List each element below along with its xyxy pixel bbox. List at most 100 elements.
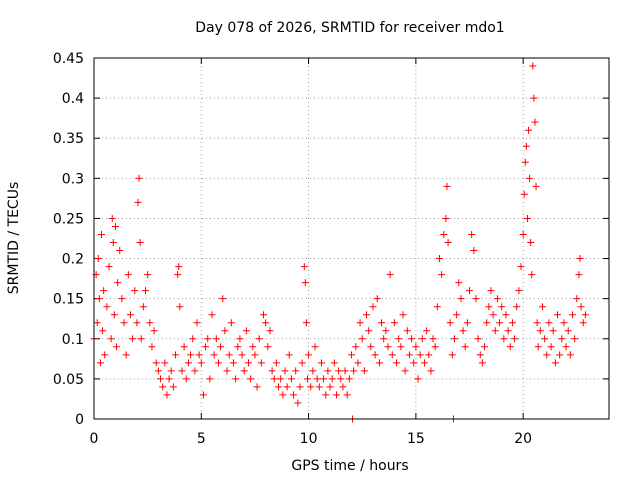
- data-point: [521, 158, 529, 166]
- data-point: [401, 367, 409, 375]
- data-point: [536, 327, 544, 335]
- data-point: [152, 359, 160, 367]
- data-point: [266, 327, 274, 335]
- data-point: [255, 335, 263, 343]
- data-point: [339, 383, 347, 391]
- data-point: [116, 247, 124, 255]
- data-point: [120, 319, 128, 327]
- data-point: [461, 343, 469, 351]
- data-point: [118, 295, 126, 303]
- data-point: [345, 375, 353, 383]
- data-point: [405, 351, 413, 359]
- data-point: [131, 287, 139, 295]
- data-point: [508, 319, 516, 327]
- data-point: [298, 359, 306, 367]
- data-point: [227, 319, 235, 327]
- data-point: [167, 367, 175, 375]
- data-point: [414, 375, 422, 383]
- data-point: [272, 359, 280, 367]
- data-point: [161, 359, 169, 367]
- data-point: [506, 343, 514, 351]
- data-point: [249, 343, 257, 351]
- data-point: [478, 359, 486, 367]
- data-point: [163, 391, 171, 399]
- data-point: [154, 367, 162, 375]
- data-point: [410, 359, 418, 367]
- data-point: [529, 62, 537, 70]
- data-point: [532, 182, 540, 190]
- data-point: [176, 303, 184, 311]
- data-point: [515, 287, 523, 295]
- chart-title: Day 078 of 2026, SRMTID for receiver mdo…: [195, 20, 504, 36]
- data-point: [435, 255, 443, 263]
- data-point: [328, 375, 336, 383]
- data-point: [315, 383, 323, 391]
- data-point: [444, 239, 452, 247]
- data-point: [221, 327, 229, 335]
- data-point: [443, 182, 451, 190]
- data-point: [296, 383, 304, 391]
- data-point: [496, 319, 504, 327]
- data-point: [533, 319, 541, 327]
- data-point: [292, 367, 300, 375]
- y-tick-labels: 0 0.05 0.1 0.15 0.2 0.25 0.3 0.35 0.4 0.45: [53, 51, 84, 428]
- data-point: [204, 335, 212, 343]
- data-point: [335, 367, 343, 375]
- x-tick-labels: 0 5 10 15 20: [90, 431, 533, 447]
- data-point: [159, 383, 167, 391]
- data-point: [245, 359, 252, 367]
- data-point: [525, 126, 533, 134]
- data-point: [534, 343, 542, 351]
- data-point: [343, 391, 351, 399]
- data-point: [330, 359, 338, 367]
- data-point: [493, 295, 501, 303]
- data-point: [367, 343, 375, 351]
- y-tick-label: 0.2: [62, 252, 84, 268]
- data-point: [457, 295, 465, 303]
- data-point: [573, 295, 581, 303]
- data-point: [234, 343, 242, 351]
- data-point: [337, 375, 345, 383]
- data-point: [107, 335, 115, 343]
- x-tick-label: 5: [197, 431, 206, 447]
- data-point: [489, 311, 497, 319]
- data-point: [169, 383, 177, 391]
- data-point: [556, 351, 564, 359]
- data-points: [90, 62, 589, 423]
- data-point: [442, 214, 450, 222]
- data-point: [193, 319, 201, 327]
- data-point: [569, 311, 577, 319]
- data-point: [199, 391, 207, 399]
- data-point: [380, 335, 388, 343]
- data-point: [485, 303, 493, 311]
- data-point: [470, 247, 478, 255]
- data-point: [100, 287, 108, 295]
- data-point: [526, 174, 534, 182]
- data-point: [110, 311, 118, 319]
- data-point: [99, 327, 107, 335]
- data-point: [242, 327, 250, 335]
- x-tick-label: 15: [407, 431, 425, 447]
- data-point: [395, 335, 403, 343]
- data-point: [554, 311, 561, 319]
- data-point: [93, 319, 101, 327]
- x-tick-label: 10: [300, 431, 318, 447]
- y-tick-label: 0.05: [53, 372, 84, 388]
- data-point: [290, 391, 298, 399]
- data-point: [157, 375, 165, 383]
- data-point: [564, 327, 572, 335]
- data-point: [446, 319, 454, 327]
- data-point: [232, 375, 240, 383]
- x-tick-label: 0: [90, 431, 99, 447]
- data-point: [317, 359, 325, 367]
- data-point: [305, 351, 313, 359]
- data-point: [187, 351, 195, 359]
- data-point: [427, 367, 435, 375]
- data-point: [348, 351, 355, 359]
- data-point: [236, 335, 244, 343]
- data-point: [375, 359, 383, 367]
- y-tick-label: 0.15: [53, 292, 84, 308]
- data-point: [108, 214, 116, 222]
- plot-frame: [93, 57, 610, 420]
- data-point: [324, 367, 332, 375]
